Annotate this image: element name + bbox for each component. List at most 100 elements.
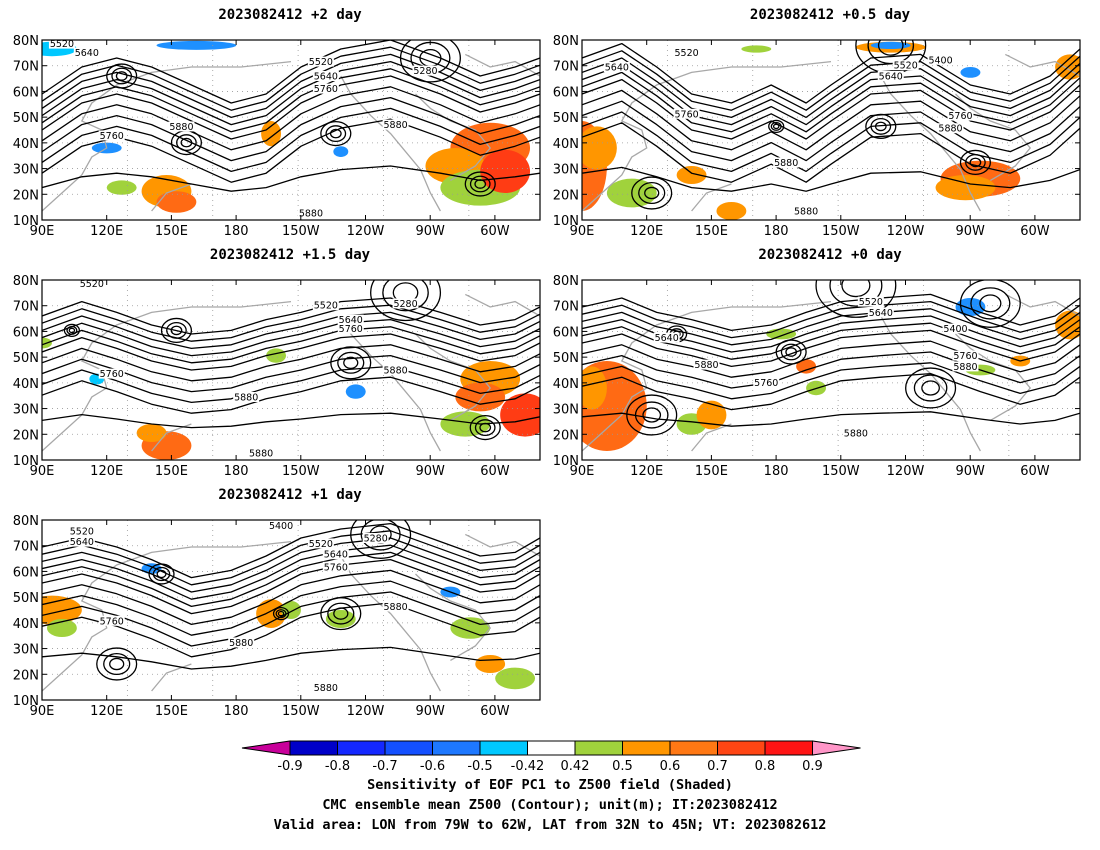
lon-tick-label: 90E bbox=[30, 464, 55, 479]
sensitivity-shading bbox=[495, 667, 536, 690]
z500-closed-contour bbox=[785, 347, 798, 357]
z500-contour bbox=[42, 551, 540, 608]
contour-label: 5760 bbox=[100, 369, 124, 380]
z500-closed-contour bbox=[156, 569, 167, 579]
map-frame bbox=[41, 39, 541, 221]
contour-label: 5760 bbox=[100, 131, 124, 142]
z500-closed-contour bbox=[772, 123, 780, 130]
lon-tick-label: 150W bbox=[282, 704, 320, 719]
lon-tick-label: 150W bbox=[282, 464, 320, 479]
lat-tick-label: 10N bbox=[13, 694, 39, 709]
contour-label: 5880 bbox=[229, 638, 253, 649]
lon-tick-label: 120W bbox=[347, 464, 385, 479]
lat-tick-label: 60N bbox=[553, 325, 579, 340]
contour-label: 5880 bbox=[953, 362, 977, 373]
z500-contour bbox=[42, 522, 540, 579]
contour-label: 5640 bbox=[655, 333, 679, 344]
lat-tick-label: 40N bbox=[553, 377, 579, 392]
z500-contour bbox=[582, 351, 1080, 389]
z500-closed-contour bbox=[350, 520, 412, 559]
lat-tick-label: 20N bbox=[553, 188, 579, 203]
lat-tick-label: 30N bbox=[553, 403, 579, 418]
z500-contour bbox=[42, 646, 540, 670]
z500-closed-contour bbox=[152, 566, 171, 582]
coastline bbox=[691, 183, 732, 212]
z500-contour bbox=[582, 64, 1080, 126]
z500-closed-contour bbox=[343, 356, 359, 370]
z500-contour bbox=[582, 89, 1080, 151]
lon-tick-label: 120W bbox=[887, 224, 925, 239]
z500-contour bbox=[582, 78, 1080, 140]
coastline bbox=[151, 183, 192, 212]
z500-closed-contour bbox=[959, 149, 992, 176]
colorbar-segment bbox=[337, 740, 386, 756]
sensitivity-shading bbox=[106, 180, 137, 195]
z500-closed-contour bbox=[815, 280, 897, 318]
lon-tick-label: 120W bbox=[347, 704, 385, 719]
lon-tick-label: 60W bbox=[480, 704, 510, 719]
z500-closed-contour bbox=[419, 48, 442, 68]
z500-closed-contour bbox=[644, 186, 660, 200]
lon-tick-label: 60W bbox=[480, 224, 510, 239]
lat-tick-label: 20N bbox=[553, 428, 579, 443]
lat-tick-label: 50N bbox=[13, 591, 39, 606]
contour-label: 5880 bbox=[383, 602, 407, 613]
contour-label: 5520 bbox=[309, 539, 333, 550]
contour-label: 5760 bbox=[314, 84, 338, 95]
lat-tick-label: 60N bbox=[553, 85, 579, 100]
z500-closed-contour bbox=[913, 374, 948, 402]
colorbar-segment bbox=[669, 740, 718, 756]
contour-label: 5280 bbox=[393, 299, 417, 310]
z500-closed-contour bbox=[626, 394, 678, 436]
z500-closed-contour bbox=[464, 171, 496, 197]
z500-contour bbox=[582, 329, 1080, 368]
panel-title: 2023082412 +0.5 day bbox=[749, 7, 911, 23]
lat-tick-label: 70N bbox=[13, 60, 39, 75]
z500-closed-contour bbox=[63, 323, 80, 338]
contour-label: 5280 bbox=[413, 66, 437, 77]
lat-tick-label: 50N bbox=[553, 111, 579, 126]
z500-closed-contour bbox=[474, 179, 487, 189]
z500-closed-contour bbox=[841, 280, 871, 298]
lon-tick-label: 180 bbox=[224, 704, 249, 719]
contour-label: 5520 bbox=[50, 39, 74, 50]
z500-contour bbox=[42, 344, 540, 382]
lon-tick-label: 150W bbox=[282, 224, 320, 239]
colorbar-tick-label: -0.42 bbox=[511, 759, 545, 774]
z500-closed-contour bbox=[921, 380, 940, 396]
lat-tick-label: 30N bbox=[13, 163, 39, 178]
lat-tick-label: 70N bbox=[553, 300, 579, 315]
coastline bbox=[582, 60, 832, 212]
contour-label: 5880 bbox=[844, 429, 868, 440]
coastline bbox=[340, 555, 441, 692]
contour-label: 5760 bbox=[953, 351, 977, 362]
panel-title: 2023082412 +0 day bbox=[758, 247, 902, 263]
z500-contour bbox=[42, 326, 540, 364]
z500-contour bbox=[582, 42, 1080, 104]
map-frame bbox=[41, 279, 541, 461]
z500-contour bbox=[42, 297, 540, 335]
z500-contour bbox=[582, 300, 1080, 339]
z500-closed-contour bbox=[103, 652, 131, 676]
lat-tick-label: 70N bbox=[13, 300, 39, 315]
z500-closed-contour bbox=[115, 71, 128, 81]
contour-label: 5880 bbox=[299, 208, 323, 219]
lon-tick-label: 90W bbox=[415, 224, 445, 239]
coastline bbox=[42, 60, 292, 212]
z500-closed-contour bbox=[870, 117, 892, 135]
coastline bbox=[340, 75, 441, 212]
sensitivity-shading bbox=[450, 617, 491, 639]
contour-label: 5640 bbox=[339, 315, 363, 326]
colorbar-tick-label: 0.42 bbox=[561, 759, 590, 774]
lat-tick-label: 10N bbox=[13, 454, 39, 469]
lon-tick-label: 180 bbox=[764, 464, 789, 479]
z500-closed-contour bbox=[634, 401, 669, 429]
contour-label: 5760 bbox=[948, 111, 972, 122]
contour-label: 5400 bbox=[269, 521, 293, 532]
panel-title: 2023082412 +1.5 day bbox=[209, 247, 371, 263]
coastline bbox=[465, 533, 540, 557]
z500-closed-contour bbox=[829, 280, 883, 307]
z500-closed-contour bbox=[469, 414, 501, 441]
